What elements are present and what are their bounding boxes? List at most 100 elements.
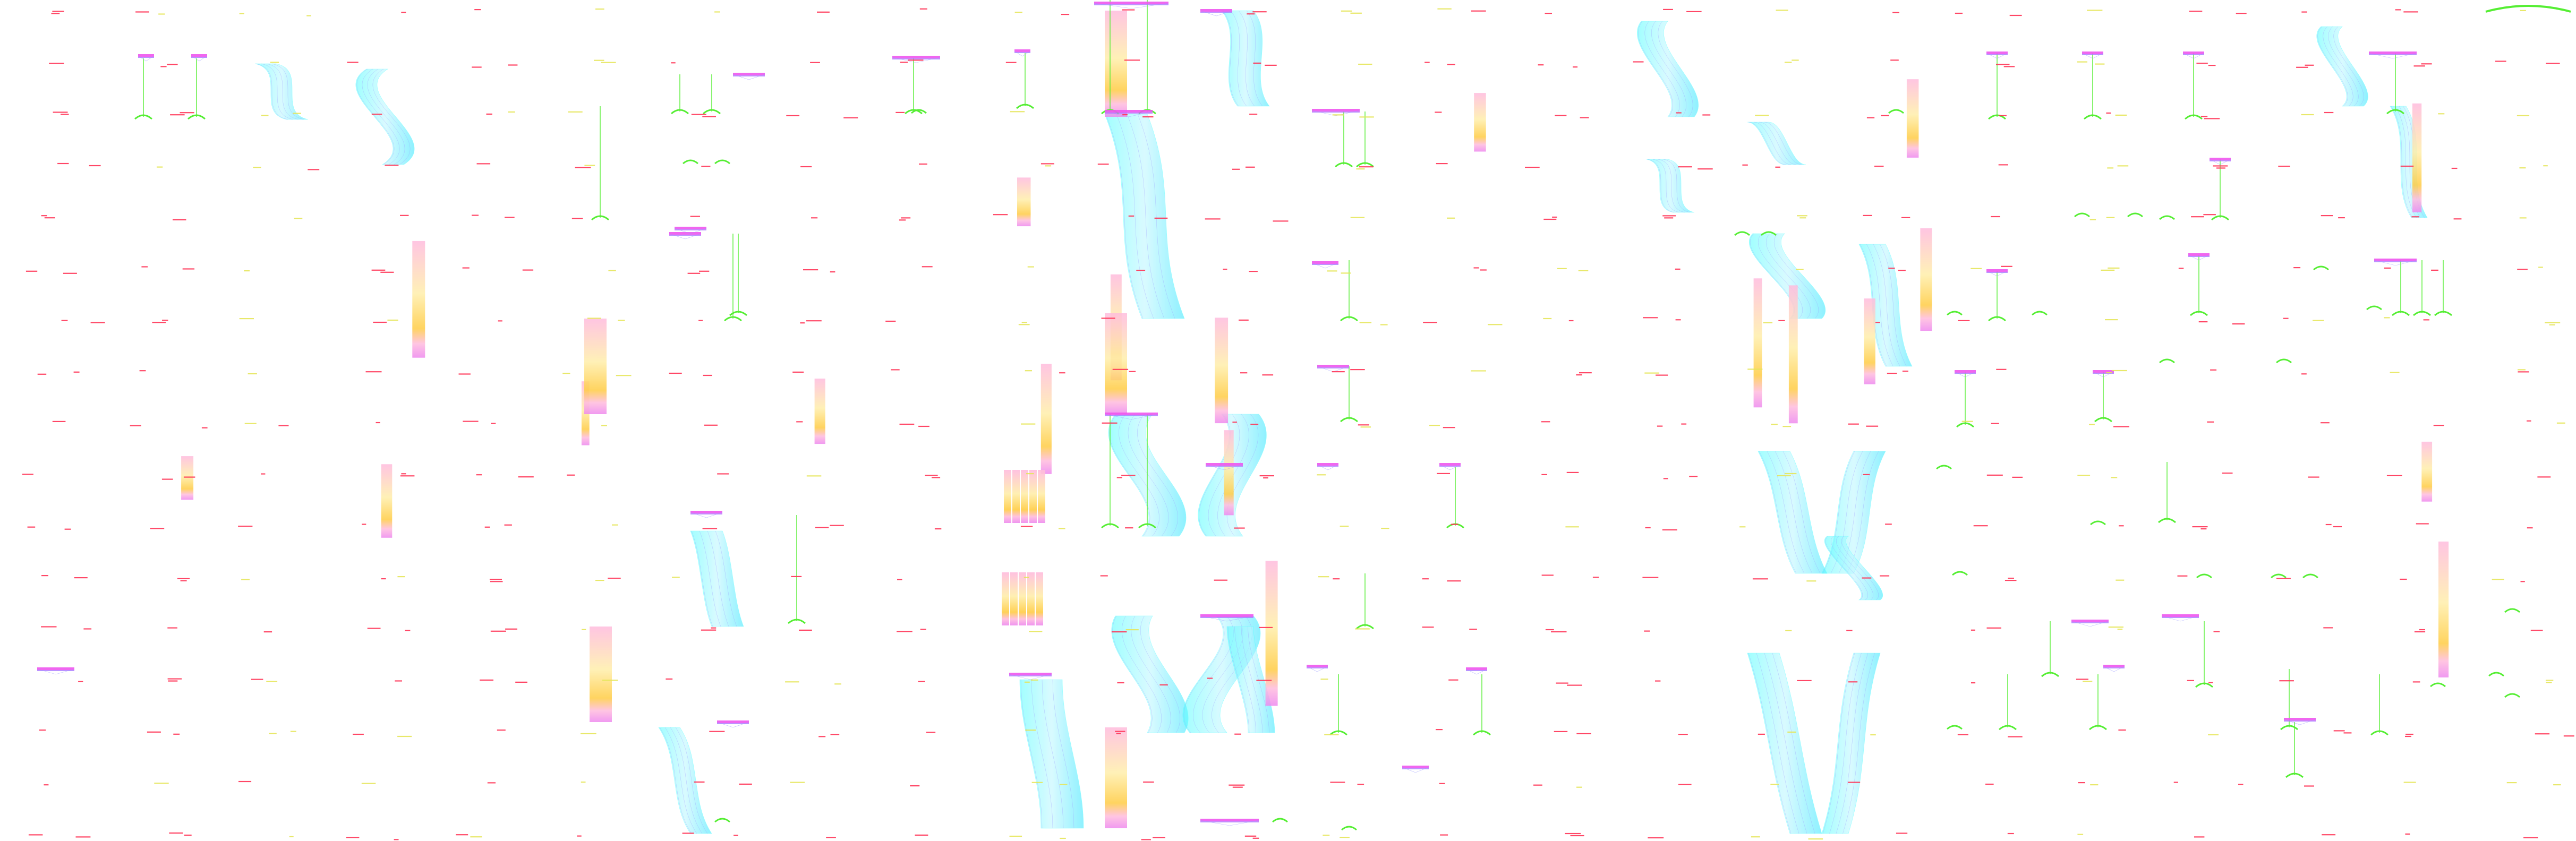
label-mark bbox=[608, 578, 621, 579]
label-mark bbox=[1129, 371, 1136, 372]
band-strand bbox=[255, 63, 288, 120]
label-mark bbox=[1447, 580, 1461, 582]
label-mark bbox=[1566, 471, 1579, 473]
label-mark bbox=[2108, 627, 2123, 628]
label-mark bbox=[1262, 374, 1274, 376]
violet-bus bbox=[892, 58, 940, 59]
gradient-stack bbox=[1036, 572, 1043, 625]
wire-cap bbox=[1473, 730, 1491, 736]
label-mark bbox=[1543, 317, 1552, 320]
label-mark bbox=[1551, 631, 1567, 633]
wire-cap bbox=[2280, 725, 2298, 731]
label-mark bbox=[135, 11, 149, 13]
cyan-band bbox=[1821, 653, 1881, 834]
bus-fan bbox=[1986, 270, 2008, 277]
label-mark bbox=[89, 165, 101, 167]
wire-cap bbox=[1016, 104, 1034, 109]
wire-cap bbox=[2430, 682, 2446, 688]
violet-bus bbox=[1466, 670, 1487, 671]
magenta-bus bbox=[2284, 718, 2316, 720]
magenta-bus bbox=[2082, 52, 2103, 54]
label-mark bbox=[2200, 116, 2208, 117]
violet-bus bbox=[2284, 720, 2316, 722]
label-mark bbox=[1747, 368, 1763, 370]
label-mark bbox=[2414, 631, 2426, 633]
wire-cap bbox=[714, 159, 730, 165]
gradient-stack bbox=[2412, 103, 2422, 212]
label-mark bbox=[1018, 324, 1030, 325]
label-mark bbox=[150, 528, 165, 529]
band-strand bbox=[659, 727, 692, 834]
cyan-band bbox=[1637, 21, 1699, 117]
violet-bus bbox=[1200, 617, 1253, 618]
violet-bus bbox=[1105, 415, 1158, 416]
band-strand bbox=[1758, 233, 1803, 319]
label-mark bbox=[2293, 267, 2301, 269]
label-mark bbox=[141, 266, 148, 268]
violet-bus bbox=[1200, 821, 1259, 822]
label-mark bbox=[367, 628, 381, 629]
bus-fan bbox=[2103, 666, 2125, 672]
label-mark bbox=[2232, 323, 2245, 325]
magenta-bus bbox=[1955, 370, 1976, 373]
label-mark bbox=[2517, 115, 2530, 116]
magenta-bus bbox=[2188, 253, 2210, 256]
label-mark bbox=[1097, 164, 1109, 165]
band-strand bbox=[2328, 26, 2359, 107]
label-mark bbox=[2384, 267, 2391, 269]
label-mark bbox=[1874, 166, 1884, 167]
magenta-bus bbox=[1200, 9, 1232, 12]
bus-fan bbox=[1954, 371, 1976, 377]
label-mark bbox=[806, 320, 822, 322]
label-mark bbox=[572, 218, 583, 219]
label-mark bbox=[1866, 425, 1879, 427]
label-mark bbox=[2216, 167, 2225, 169]
label-mark bbox=[52, 420, 66, 422]
label-mark bbox=[504, 524, 512, 526]
magenta-bus bbox=[2103, 665, 2125, 667]
magenta-bus bbox=[675, 227, 706, 229]
label-mark bbox=[2276, 578, 2291, 579]
bus-fan bbox=[1104, 111, 1153, 117]
label-mark bbox=[1250, 424, 1259, 425]
violet-bus bbox=[1317, 367, 1349, 368]
label-mark bbox=[346, 837, 360, 838]
label-mark bbox=[587, 317, 601, 319]
wire-cap bbox=[2370, 730, 2389, 736]
wire-cap bbox=[671, 109, 689, 115]
band-strand bbox=[1183, 615, 1225, 733]
label-mark bbox=[2191, 216, 2204, 218]
label-mark bbox=[508, 64, 518, 66]
label-mark bbox=[400, 475, 415, 477]
label-mark bbox=[1027, 266, 1034, 268]
band-strand bbox=[1836, 653, 1869, 834]
label-mark bbox=[1014, 12, 1022, 13]
label-mark bbox=[2296, 66, 2308, 68]
label-mark bbox=[2204, 118, 2220, 119]
label-mark bbox=[157, 166, 163, 168]
gradient-stack bbox=[1004, 470, 1011, 523]
label-mark bbox=[387, 319, 398, 321]
label-mark bbox=[401, 12, 406, 13]
wire-cap bbox=[2094, 417, 2112, 423]
label-mark bbox=[1848, 782, 1861, 783]
label-mark bbox=[169, 832, 183, 834]
band-strand bbox=[362, 68, 400, 165]
wire-cap bbox=[2084, 114, 2102, 120]
label-mark bbox=[1657, 425, 1663, 427]
label-mark bbox=[2004, 580, 2017, 581]
label-mark bbox=[238, 780, 252, 783]
label-mark bbox=[1128, 215, 1135, 217]
label-mark bbox=[1986, 627, 2001, 629]
label-mark bbox=[160, 66, 167, 67]
label-mark bbox=[796, 421, 803, 423]
label-mark bbox=[2519, 217, 2527, 219]
label-mark bbox=[1380, 324, 1388, 325]
label-mark bbox=[1229, 784, 1245, 786]
label-mark bbox=[1207, 677, 1213, 679]
label-mark bbox=[90, 322, 105, 323]
wire-cap bbox=[703, 109, 721, 115]
band-strand bbox=[1775, 451, 1813, 574]
label-mark bbox=[1437, 473, 1450, 474]
label-mark bbox=[1447, 217, 1455, 219]
